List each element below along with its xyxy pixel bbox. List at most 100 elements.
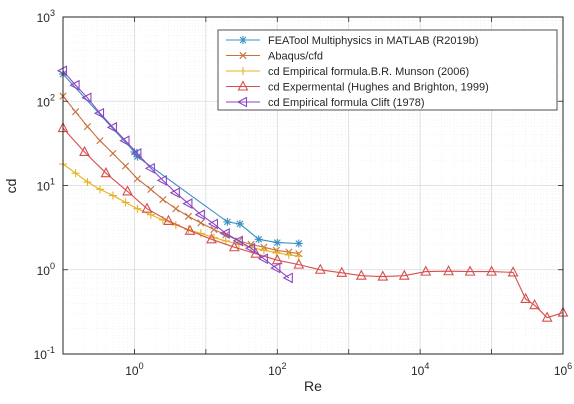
legend-label: FEATool Multiphysics in MATLAB (R2019b) (268, 35, 479, 47)
series-marker (254, 235, 263, 244)
series-marker (131, 148, 142, 159)
series-marker (79, 145, 90, 157)
series-marker (133, 204, 142, 213)
y-tick-label: 100 (37, 261, 55, 278)
series-marker (232, 235, 243, 247)
series-marker (169, 187, 180, 199)
series-5 (56, 65, 293, 284)
tick-label-exponent: 0 (50, 261, 55, 271)
series-marker (520, 292, 532, 304)
legend-entry: FEATool Multiphysics in MATLAB (R2019b) (226, 35, 479, 47)
series-marker (69, 79, 80, 91)
series-marker (529, 298, 540, 310)
series-marker (336, 266, 348, 277)
series-4 (57, 121, 569, 322)
tick-label-base: 10 (34, 348, 48, 362)
tick-label-base: 10 (37, 11, 51, 25)
tick-label-exponent: -1 (47, 345, 55, 355)
x-axis-label: Re (304, 378, 322, 394)
tick-label-exponent: 6 (567, 361, 572, 371)
legend-entry: Abaqus/cfd (226, 51, 323, 63)
series-marker (56, 65, 68, 77)
y-tick-label: 10-1 (34, 345, 55, 362)
series-marker (197, 219, 205, 227)
legend-entry: cd Empirical formula Clift (1978) (226, 96, 425, 109)
series-marker (228, 241, 240, 252)
series-line (62, 70, 290, 279)
x-tick-label: 106 (554, 361, 572, 378)
legend-box (217, 29, 558, 111)
legend-marker (239, 36, 247, 44)
tick-label-exponent: 3 (50, 8, 55, 18)
series-marker (257, 253, 268, 265)
series-marker (377, 270, 389, 281)
series-marker (282, 272, 293, 284)
series-marker (541, 311, 553, 322)
series-marker (206, 233, 217, 244)
tick-label-base: 10 (37, 95, 51, 109)
series-marker (109, 149, 117, 158)
series-marker (207, 218, 219, 230)
series-marker (133, 175, 141, 183)
series-marker (272, 248, 281, 257)
series-marker (100, 167, 112, 178)
y-tick-label: 101 (37, 177, 55, 194)
legend-label: cd Expermental (Hughes and Brighton, 199… (268, 82, 489, 94)
tick-label-base: 10 (125, 364, 139, 378)
series-marker (250, 247, 262, 258)
series-marker (221, 236, 230, 245)
tick-label-exponent: 4 (424, 361, 429, 371)
series-marker (314, 263, 326, 274)
series-marker (355, 269, 367, 280)
x-tick-label: 102 (268, 361, 286, 378)
series-marker (71, 108, 80, 116)
tick-label-base: 10 (268, 364, 282, 378)
series-marker (108, 191, 117, 200)
series-marker (147, 185, 155, 193)
legend-marker (239, 51, 247, 60)
series-marker (182, 198, 193, 209)
series-marker (464, 265, 476, 276)
series-layer (56, 65, 569, 322)
tick-marks (62, 16, 564, 355)
series-marker (219, 227, 230, 239)
y-tick-label: 103 (37, 8, 55, 25)
y-axis-label: cd (3, 179, 19, 194)
tick-label-base: 10 (37, 264, 51, 278)
x-tick-label: 100 (125, 361, 143, 378)
series-marker (83, 178, 92, 187)
series-marker (420, 265, 432, 276)
series-marker (244, 242, 256, 254)
series-marker (443, 265, 454, 276)
tick-label-base: 10 (411, 364, 425, 378)
series-marker (93, 107, 105, 119)
series-marker (81, 92, 92, 104)
series-marker (96, 185, 105, 194)
tick-label-base: 10 (554, 364, 568, 378)
series-marker (144, 162, 155, 174)
series-marker (284, 250, 293, 259)
series-marker (294, 239, 303, 248)
series-marker (122, 185, 133, 196)
series-marker (163, 214, 174, 225)
legend-label: Abaqus/cfd (268, 51, 323, 63)
tick-label-exponent: 1 (50, 177, 55, 187)
tick-label-exponent: 2 (281, 361, 286, 371)
tick-label-exponent: 0 (139, 361, 144, 371)
series-marker (96, 137, 104, 145)
series-marker (235, 219, 244, 228)
legend: FEATool Multiphysics in MATLAB (R2019b) A… (217, 29, 558, 111)
x-tick-label: 104 (411, 361, 429, 378)
legend-marker (236, 96, 248, 108)
legend-marker (239, 67, 247, 75)
series-marker (293, 258, 305, 269)
series-marker (156, 174, 167, 186)
series-marker (398, 269, 410, 280)
series-marker (121, 198, 130, 207)
y-tick-label: 102 (37, 92, 55, 109)
series-marker (259, 246, 268, 255)
series-marker (184, 212, 193, 220)
